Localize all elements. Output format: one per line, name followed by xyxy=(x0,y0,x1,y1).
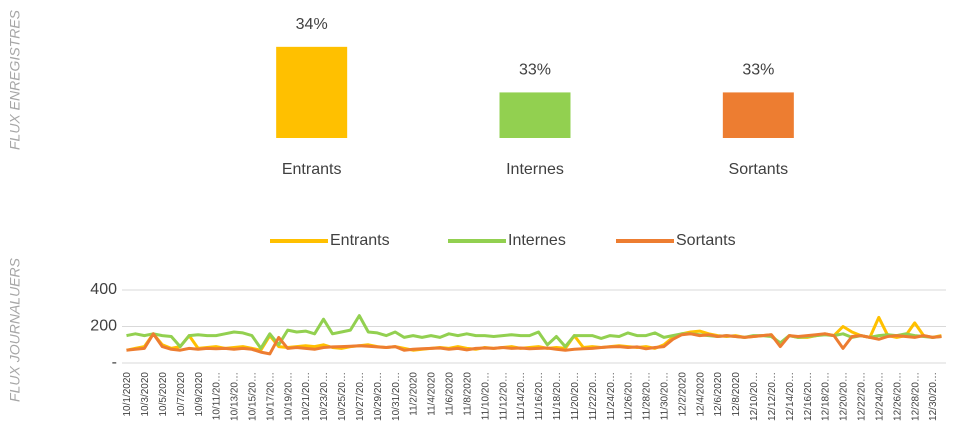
x-tick-label: 11/8/2020 xyxy=(462,372,473,416)
x-tick-label: 12/10/20… xyxy=(749,372,760,421)
x-tick-label: 12/2/2020 xyxy=(677,372,688,417)
x-tick-label: 12/6/2020 xyxy=(713,372,724,417)
legend-label: Sortants xyxy=(676,232,736,249)
x-tick-label: 11/16/20… xyxy=(534,372,545,420)
x-tick-label: 11/6/2020 xyxy=(445,372,456,416)
x-tick-label: 12/14/20… xyxy=(785,372,796,421)
x-tick-label: 10/25/20… xyxy=(337,372,348,421)
x-tick-label: 11/22/20… xyxy=(588,372,599,420)
x-tick-label: 10/29/20… xyxy=(373,372,384,421)
x-tick-label: 11/18/20… xyxy=(552,372,563,420)
x-tick-label: 11/10/20… xyxy=(480,372,491,420)
x-tick-label: 10/13/20… xyxy=(230,372,241,421)
x-tick-label: Internes xyxy=(506,161,564,178)
x-tick-label: 11/30/20… xyxy=(660,372,671,420)
x-tick-label: 12/20/20… xyxy=(839,372,850,421)
value-label: 33% xyxy=(742,62,774,79)
value-label: 34% xyxy=(296,16,328,33)
line xyxy=(126,332,942,356)
legend-label: Entrants xyxy=(330,232,390,249)
x-tick-label: Sortants xyxy=(729,161,789,178)
x-tick-label: 12/18/20… xyxy=(821,372,832,421)
bar xyxy=(276,46,348,139)
x-tick-label: 11/28/20… xyxy=(642,372,653,420)
x-tick-label: 12/24/20… xyxy=(874,372,885,421)
x-tick-label: 12/16/20… xyxy=(803,372,814,421)
x-tick-label: 11/24/20… xyxy=(606,372,617,420)
x-tick-label: 12/4/2020 xyxy=(695,372,706,417)
x-tick-label: Entrants xyxy=(282,161,342,178)
x-tick-label: 10/11/20… xyxy=(212,372,223,420)
x-tick-label: 12/26/20… xyxy=(892,372,903,421)
line xyxy=(126,314,942,350)
y-axis-label: FLUX JOURNALUERS xyxy=(7,257,23,402)
y-tick-label: 200 xyxy=(90,318,117,335)
x-tick-label: 11/2/2020 xyxy=(409,372,420,416)
x-tick-label: 12/28/20… xyxy=(910,372,921,421)
x-tick-label: 10/7/2020 xyxy=(176,372,187,417)
bar xyxy=(722,92,794,138)
x-tick-label: 10/27/20… xyxy=(355,372,366,421)
x-tick-label: 10/5/2020 xyxy=(158,372,169,417)
x-tick-label: 11/26/20… xyxy=(624,372,635,420)
x-tick-label: 11/12/20… xyxy=(498,372,509,420)
x-tick-label: 12/22/20… xyxy=(857,372,868,421)
x-tick-label: 10/15/20… xyxy=(248,372,259,421)
y-tick-label: 400 xyxy=(90,281,117,298)
x-tick-label: 10/1/2020 xyxy=(122,372,133,417)
x-tick-label: 12/8/2020 xyxy=(731,372,742,417)
x-tick-label: 10/31/20… xyxy=(391,372,402,421)
x-tick-label: 10/23/20… xyxy=(319,372,330,421)
x-tick-label: 10/17/20… xyxy=(265,372,276,421)
x-tick-label: 10/3/2020 xyxy=(140,372,151,417)
bar xyxy=(499,92,571,138)
x-tick-label: 12/12/20… xyxy=(767,372,778,421)
y-axis-label: FLUX ENREGISTRES xyxy=(7,9,23,150)
value-label: 33% xyxy=(519,62,551,79)
x-tick-label: 10/21/20… xyxy=(301,372,312,421)
legend-label: Internes xyxy=(508,232,566,249)
x-tick-label: 11/14/20… xyxy=(516,372,527,420)
x-tick-label: 11/20/20… xyxy=(570,372,581,420)
y-tick-label: - xyxy=(112,354,117,371)
x-tick-label: 11/4/2020 xyxy=(427,372,438,416)
x-tick-label: 10/19/20… xyxy=(283,372,294,421)
x-tick-label: 10/9/2020 xyxy=(194,372,205,417)
x-tick-label: 12/30/20… xyxy=(928,372,939,421)
